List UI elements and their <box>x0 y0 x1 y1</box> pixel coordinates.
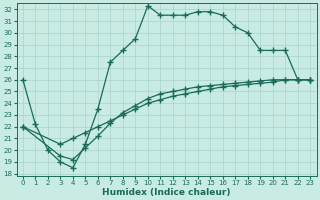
X-axis label: Humidex (Indice chaleur): Humidex (Indice chaleur) <box>102 188 231 197</box>
